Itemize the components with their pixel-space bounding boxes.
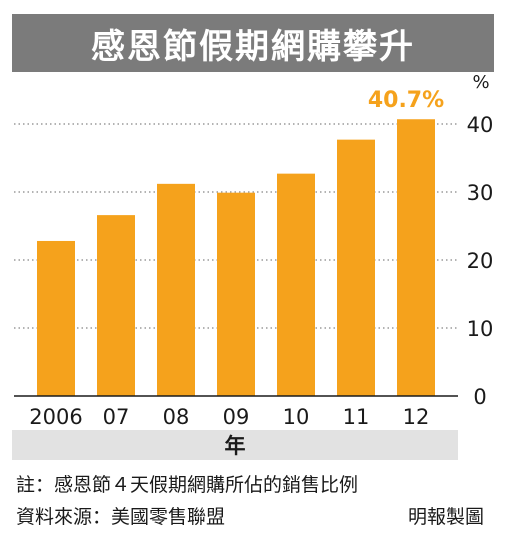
x-tick-label: 12: [403, 405, 430, 429]
x-axis-title: 年: [12, 430, 458, 460]
x-tick-label: 10: [283, 405, 310, 429]
credit-note: 明報製圖: [407, 506, 484, 528]
bar-chart: 0 10 20 30 40% 2006 07 08 09 10 11 12 40.7%: [14, 72, 494, 429]
x-tick-label: 09: [223, 405, 250, 429]
x-tick-label: 07: [103, 405, 130, 429]
footnote: 註：感恩節４天假期網購所佔的銷售比例: [16, 474, 359, 496]
x-tick-label: 11: [343, 405, 370, 429]
y-tick-label: 0: [473, 385, 486, 409]
bar-09: [217, 192, 255, 396]
bar-07: [97, 215, 135, 396]
y-unit-label: %: [472, 72, 489, 93]
bar-08: [157, 183, 195, 396]
chart-title: 感恩節假期網購攀升: [12, 14, 494, 72]
bar-10: [277, 173, 315, 396]
y-tick-label: 30: [467, 181, 494, 205]
x-tick-label: 2006: [29, 405, 82, 429]
x-tick-label: 08: [163, 405, 190, 429]
bar-12: [397, 119, 435, 397]
data-label: 40.7%: [368, 88, 444, 113]
source-note: 資料來源：美國零售聯盟: [16, 506, 226, 528]
y-tick-label: 10: [467, 317, 494, 341]
y-tick-label: 20: [467, 249, 494, 273]
bar-11: [337, 139, 375, 396]
y-tick-label: 40: [467, 113, 494, 137]
bar-2006: [37, 240, 75, 396]
